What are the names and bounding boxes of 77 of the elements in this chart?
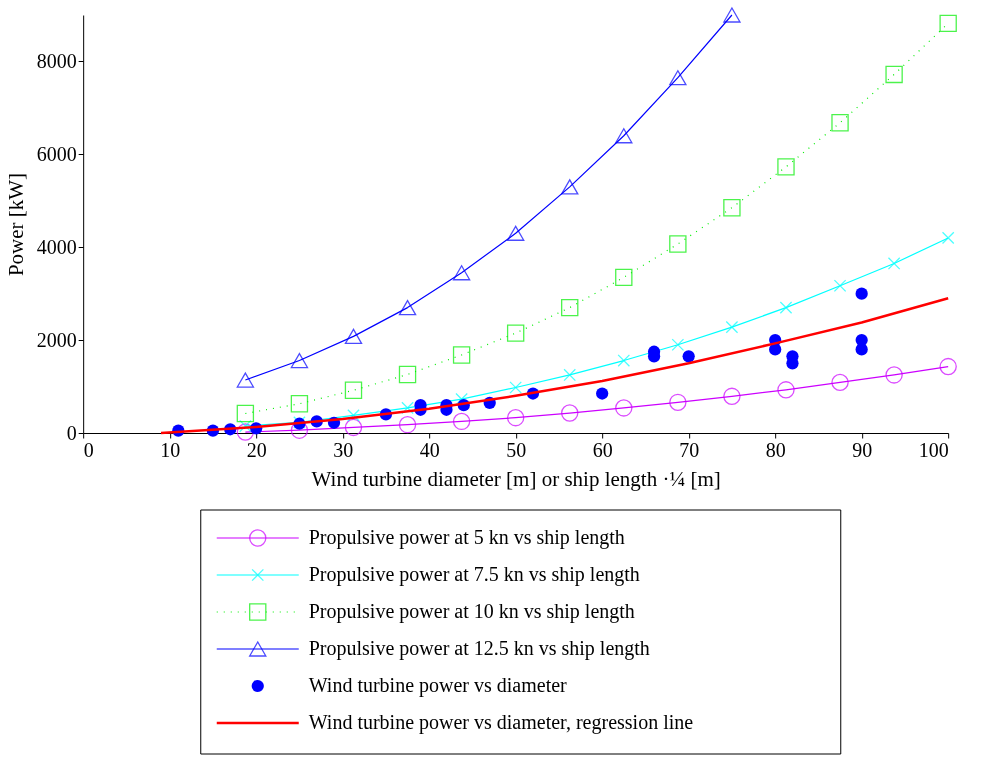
point bbox=[885, 366, 903, 384]
point bbox=[236, 404, 255, 423]
point bbox=[855, 287, 868, 300]
point bbox=[344, 381, 363, 399]
x-tick-label: 100 bbox=[918, 438, 949, 461]
point bbox=[239, 419, 252, 433]
point bbox=[779, 301, 793, 314]
point bbox=[777, 381, 795, 399]
point bbox=[452, 265, 471, 281]
line-series bbox=[159, 297, 950, 435]
point bbox=[596, 387, 609, 400]
point bbox=[561, 179, 579, 195]
point bbox=[561, 404, 579, 422]
point bbox=[617, 354, 631, 367]
point bbox=[561, 298, 579, 317]
y-axis-title: Power [kW] bbox=[3, 172, 28, 277]
x-tick-label: 40 bbox=[419, 438, 440, 461]
x-tick-label: 10 bbox=[160, 438, 181, 461]
y-tick-label: 6000 bbox=[36, 142, 77, 165]
point bbox=[939, 357, 957, 376]
point bbox=[831, 114, 849, 132]
point bbox=[941, 231, 955, 245]
x-tick-label: 70 bbox=[679, 438, 700, 461]
point bbox=[669, 393, 687, 412]
legend-label: Propulsive power at 7.5 kn vs ship length bbox=[308, 563, 640, 586]
legend-label: Propulsive power at 10 kn vs ship length bbox=[308, 600, 635, 623]
point bbox=[506, 225, 525, 241]
point bbox=[563, 368, 577, 382]
legend-label: Propulsive power at 5 kn vs ship length bbox=[308, 526, 625, 549]
point bbox=[833, 279, 847, 293]
point bbox=[669, 70, 687, 86]
point bbox=[290, 352, 309, 369]
point bbox=[615, 268, 633, 287]
point bbox=[723, 387, 741, 405]
point bbox=[347, 409, 360, 422]
point bbox=[398, 415, 417, 434]
point bbox=[344, 328, 363, 345]
legend-label: Wind turbine power vs diameter, regression line bbox=[308, 711, 694, 734]
point bbox=[236, 372, 255, 388]
point bbox=[398, 299, 417, 316]
x-tick-label: 0 bbox=[83, 438, 94, 461]
x-tick-label: 20 bbox=[246, 438, 267, 461]
x-axis-title: Wind turbine diameter [m] or ship length ·¼ [m] bbox=[311, 466, 721, 491]
point bbox=[615, 128, 633, 144]
y-tick-label: 0 bbox=[66, 421, 77, 444]
x-tick-label: 30 bbox=[333, 438, 354, 461]
x-tick-label: 80 bbox=[765, 438, 786, 461]
point bbox=[236, 423, 255, 441]
point bbox=[398, 365, 417, 384]
y-tick-label: 8000 bbox=[36, 49, 77, 72]
point bbox=[615, 399, 633, 417]
legend-label: Propulsive power at 12.5 kn vs ship length bbox=[308, 637, 650, 660]
point bbox=[344, 418, 363, 437]
point bbox=[452, 346, 471, 364]
point bbox=[777, 158, 795, 176]
point bbox=[290, 395, 309, 413]
point bbox=[452, 412, 471, 431]
x-tick-label: 50 bbox=[506, 438, 527, 461]
point bbox=[509, 381, 522, 394]
y-tick-label: 4000 bbox=[36, 235, 77, 258]
point bbox=[723, 199, 741, 217]
point bbox=[725, 320, 739, 334]
point bbox=[506, 408, 525, 427]
point bbox=[831, 373, 849, 392]
point bbox=[887, 257, 901, 270]
point bbox=[506, 324, 525, 342]
x-tick-label: 60 bbox=[592, 438, 613, 461]
legend-label: Wind turbine power vs diameter bbox=[308, 674, 568, 697]
point bbox=[723, 7, 741, 23]
x-tick-label: 90 bbox=[852, 438, 873, 461]
point bbox=[885, 65, 903, 84]
point bbox=[669, 235, 687, 253]
y-tick-label: 2000 bbox=[36, 328, 77, 351]
point bbox=[939, 14, 957, 33]
point bbox=[682, 350, 695, 363]
point bbox=[671, 338, 685, 352]
point bbox=[401, 401, 414, 415]
